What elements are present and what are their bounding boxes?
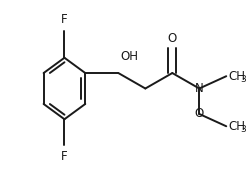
Text: F: F <box>61 150 68 163</box>
Text: OH: OH <box>121 50 139 63</box>
Text: CH: CH <box>229 120 246 133</box>
Text: O: O <box>168 32 177 45</box>
Text: F: F <box>61 13 68 26</box>
Text: CH: CH <box>229 70 246 83</box>
Text: 3: 3 <box>240 75 246 84</box>
Text: N: N <box>195 82 204 95</box>
Text: O: O <box>195 107 204 121</box>
Text: 3: 3 <box>240 125 246 134</box>
